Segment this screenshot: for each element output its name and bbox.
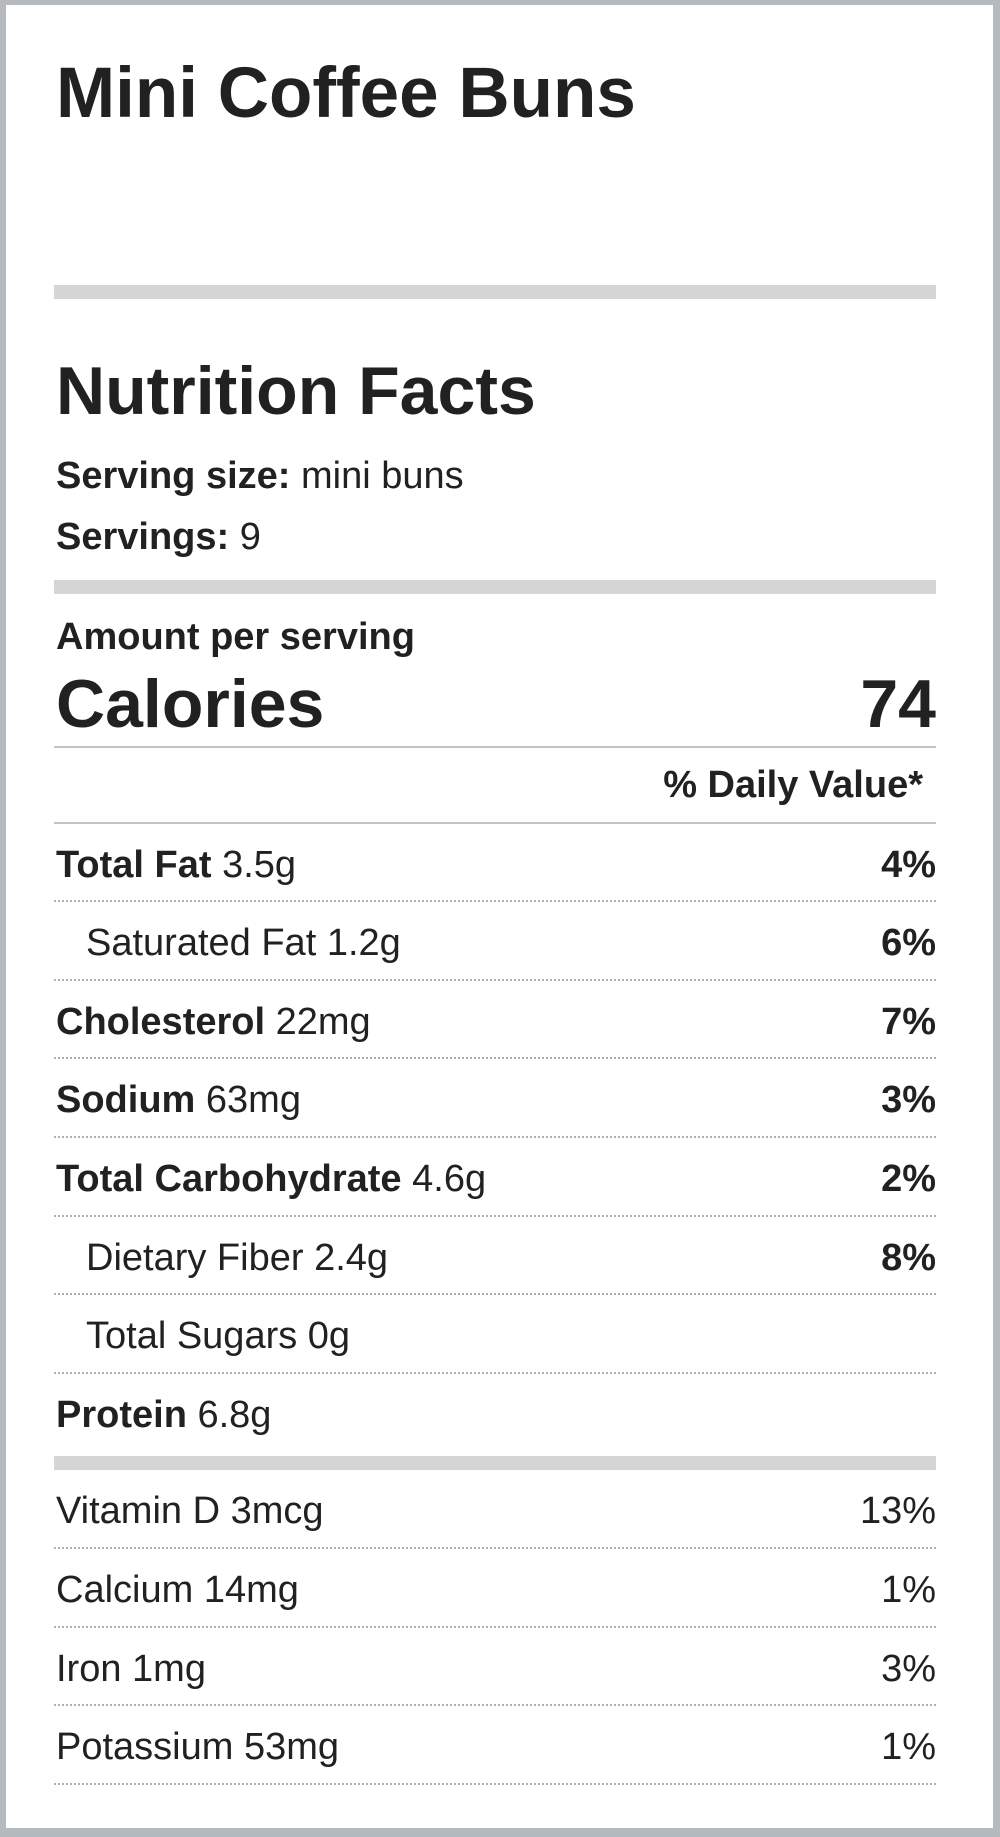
- nutrient-row-protein: Protein 6.8g: [54, 1374, 936, 1451]
- serving-size-line: Serving size: mini buns: [56, 446, 993, 508]
- nutrient-daily-value: 3%: [881, 1647, 936, 1690]
- nutrient-name: Potassium 53mg: [56, 1726, 340, 1769]
- nutrient-name: Saturated Fat 1.2g: [86, 922, 401, 965]
- nutrient-name: Vitamin D 3mcg: [56, 1490, 324, 1533]
- nutrient-daily-value: 1%: [881, 1568, 936, 1611]
- servings-value: 9: [239, 516, 261, 559]
- calories-rule: [54, 746, 936, 749]
- nutrient-name: Calcium 14mg: [56, 1568, 299, 1611]
- micronutrient-row-vitamin-d: Vitamin D 3mcg 13%: [54, 1470, 936, 1549]
- recipe-title: Mini Coffee Buns: [56, 54, 636, 133]
- nutrient-row-sodium: Sodium 63mg 3%: [54, 1059, 936, 1138]
- nutrient-name: Total Fat 3.5g: [56, 843, 297, 886]
- serving-size-value: mini buns: [300, 454, 464, 497]
- nutrient-daily-value: 7%: [881, 1000, 936, 1043]
- nutrient-daily-value: 1%: [881, 1726, 936, 1769]
- nutrient-daily-value: 3%: [881, 1079, 936, 1122]
- serving-info: Serving size: mini buns Servings: 9: [56, 446, 993, 569]
- nutrient-name: Dietary Fiber 2.4g: [86, 1236, 389, 1279]
- page-content: Mini Coffee Buns Nutrition Facts Serving…: [6, 54, 993, 1785]
- daily-value-header: % Daily Value*: [663, 764, 923, 807]
- nutrient-name: Iron 1mg: [56, 1647, 206, 1690]
- label-divider-bar-top: [54, 579, 936, 594]
- nutrition-facts-label: Nutrition Facts Serving size: mini buns …: [6, 352, 993, 1785]
- nutrient-name: Total Carbohydrate 4.6g: [56, 1157, 487, 1200]
- nutrient-row-cholesterol: Cholesterol 22mg 7%: [54, 981, 936, 1060]
- section-divider-bar: [54, 284, 936, 299]
- micronutrient-row-potassium: Potassium 53mg 1%: [54, 1706, 936, 1785]
- micronutrient-row-iron: Iron 1mg 3%: [54, 1628, 936, 1707]
- nutrient-row-total-fat: Total Fat 3.5g 4%: [54, 824, 936, 903]
- nutrient-row-total-carbohydrate: Total Carbohydrate 4.6g 2%: [54, 1138, 936, 1217]
- nutrition-facts-heading: Nutrition Facts: [56, 352, 536, 429]
- serving-size-label: Serving size:: [56, 454, 291, 497]
- calories-label: Calories: [56, 665, 325, 742]
- nutrient-row-total-sugars: Total Sugars 0g: [54, 1295, 936, 1374]
- nutrient-daily-value: 4%: [881, 843, 936, 886]
- micronutrient-rows: Vitamin D 3mcg 13% Calcium 14mg 1% Iron …: [54, 1470, 936, 1785]
- nutrient-daily-value: 8%: [881, 1236, 936, 1279]
- label-divider-bar-bottom: [54, 1456, 936, 1471]
- nutrient-name: Protein 6.8g: [56, 1393, 272, 1436]
- nutrient-daily-value: 6%: [881, 922, 936, 965]
- nutrient-name: Total Sugars 0g: [86, 1315, 351, 1358]
- calories-row: Calories 74: [6, 665, 936, 742]
- nutrient-name: Sodium 63mg: [56, 1079, 301, 1122]
- amount-per-serving-label: Amount per serving: [56, 615, 415, 658]
- micronutrient-row-calcium: Calcium 14mg 1%: [54, 1549, 936, 1628]
- nutrient-name: Cholesterol 22mg: [56, 1000, 371, 1043]
- nutrient-rows: Total Fat 3.5g 4% Saturated Fat 1.2g 6% …: [54, 824, 936, 1451]
- daily-value-rule: [54, 821, 936, 824]
- servings-line: Servings: 9: [56, 507, 993, 569]
- nutrient-daily-value: 13%: [859, 1490, 936, 1533]
- nutrient-row-saturated-fat: Saturated Fat 1.2g 6%: [54, 902, 936, 981]
- servings-label: Servings:: [56, 516, 230, 559]
- calories-value: 74: [860, 665, 936, 742]
- nutrient-row-dietary-fiber: Dietary Fiber 2.4g 8%: [54, 1217, 936, 1296]
- nutrient-daily-value: 2%: [881, 1157, 936, 1200]
